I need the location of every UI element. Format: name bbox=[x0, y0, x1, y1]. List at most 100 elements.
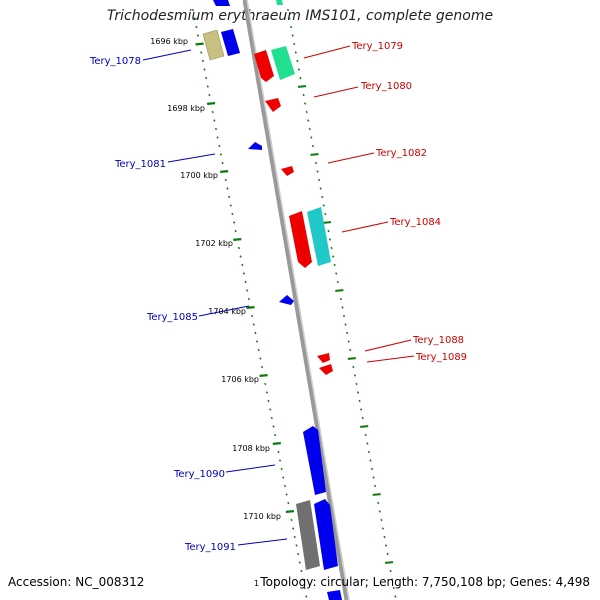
minor-tick bbox=[322, 204, 325, 207]
gene-arrow-red[interactable] bbox=[265, 98, 281, 112]
gene-arrow-blue[interactable] bbox=[279, 295, 294, 305]
minor-tick bbox=[298, 561, 301, 564]
tick-label: 1706 kbp bbox=[221, 375, 259, 384]
minor-tick bbox=[214, 127, 218, 131]
gene-label-tery-1080[interactable]: Tery_1080 bbox=[360, 81, 412, 92]
minor-tick bbox=[364, 433, 367, 437]
minor-tick bbox=[308, 127, 311, 131]
minor-tick bbox=[317, 178, 321, 182]
gene-label-tery-1088[interactable]: Tery_1088 bbox=[412, 335, 464, 346]
minor-tick bbox=[260, 365, 264, 369]
gene-arrow-green[interactable] bbox=[271, 46, 295, 80]
minor-tick bbox=[224, 178, 227, 182]
minor-tick bbox=[229, 204, 232, 207]
minor-tick bbox=[211, 110, 214, 114]
minor-tick bbox=[335, 272, 338, 275]
minor-tick bbox=[246, 289, 249, 292]
gene-label-tery-1084[interactable]: Tery_1084 bbox=[389, 217, 441, 228]
minor-tick bbox=[226, 187, 229, 190]
gene-label-tery-1085[interactable]: Tery_1085 bbox=[146, 312, 198, 323]
gene-arrow-red[interactable] bbox=[281, 166, 294, 176]
minor-tick bbox=[291, 34, 294, 37]
gene-arrow-red[interactable] bbox=[289, 211, 312, 268]
minor-tick bbox=[347, 340, 350, 343]
major-tick bbox=[272, 442, 281, 445]
gene-arrow-blue[interactable] bbox=[327, 590, 342, 600]
minor-tick bbox=[310, 136, 313, 139]
gene-arrow-red[interactable] bbox=[254, 50, 274, 82]
minor-tick bbox=[195, 25, 198, 29]
minor-tick bbox=[237, 246, 241, 250]
minor-tick bbox=[272, 425, 275, 428]
major-tick bbox=[372, 493, 381, 496]
minor-tick bbox=[297, 68, 301, 71]
minor-tick bbox=[316, 170, 319, 173]
minor-tick bbox=[288, 17, 291, 20]
minor-tick bbox=[285, 493, 288, 496]
gene-arrow-gray[interactable] bbox=[296, 500, 320, 570]
gene-arrow-green[interactable] bbox=[276, 0, 283, 5]
minor-tick bbox=[321, 195, 324, 199]
gene-label-tery-1079[interactable]: Tery_1079 bbox=[351, 41, 403, 52]
gene-arrow-olive[interactable] bbox=[202, 29, 225, 61]
gene-arrow-blue[interactable] bbox=[303, 426, 326, 495]
minor-tick bbox=[331, 255, 335, 258]
minor-tick bbox=[319, 187, 322, 190]
minor-tick bbox=[227, 195, 231, 199]
gene-label-tery-1089[interactable]: Tery_1089 bbox=[415, 352, 467, 363]
minor-tick bbox=[378, 510, 381, 513]
minor-tick bbox=[299, 76, 302, 80]
minor-tick bbox=[247, 297, 250, 301]
minor-tick bbox=[282, 476, 285, 479]
gene-label-tery-1082[interactable]: Tery_1082 bbox=[375, 148, 427, 159]
tick-label: 1710 kbp bbox=[243, 512, 281, 521]
minor-tick bbox=[257, 348, 260, 352]
gene-arrow-blue[interactable] bbox=[221, 29, 240, 56]
gene-label-tery-1090[interactable]: Tery_1090 bbox=[173, 469, 225, 480]
minor-tick bbox=[381, 527, 385, 530]
gene-arrow-blue[interactable] bbox=[314, 499, 338, 570]
minor-tick bbox=[231, 212, 234, 216]
gene-arrow-blue[interactable] bbox=[213, 0, 230, 6]
gene-arrow-blue[interactable] bbox=[248, 142, 262, 150]
minor-tick bbox=[361, 416, 364, 420]
minor-tick bbox=[232, 221, 236, 224]
gene-arrow-red[interactable] bbox=[317, 353, 330, 363]
gene-arrow-red[interactable] bbox=[319, 364, 333, 375]
major-tick bbox=[220, 170, 229, 173]
tick-label: 1702 kbp bbox=[195, 239, 233, 248]
minor-tick bbox=[307, 119, 310, 122]
minor-tick bbox=[294, 51, 297, 54]
minor-tick bbox=[305, 110, 308, 114]
minor-tick bbox=[218, 144, 221, 148]
leader-line bbox=[364, 339, 412, 352]
minor-tick bbox=[200, 51, 203, 54]
position-marker-label: 1 bbox=[254, 579, 259, 588]
tick-label: 1704 kbp bbox=[208, 307, 246, 316]
minor-tick bbox=[292, 527, 295, 530]
gene-label-tery-1078[interactable]: Tery_1078 bbox=[89, 56, 141, 67]
major-tick bbox=[335, 289, 344, 292]
minor-tick bbox=[366, 442, 369, 445]
minor-tick bbox=[206, 85, 209, 88]
minor-tick bbox=[295, 544, 298, 547]
gene-arrow-teal[interactable] bbox=[307, 207, 331, 266]
right-dotted-track bbox=[286, 8, 397, 598]
major-tick bbox=[385, 561, 394, 564]
minor-tick bbox=[372, 476, 375, 479]
minor-tick bbox=[286, 8, 290, 12]
minor-tick bbox=[394, 595, 397, 598]
gene-label-tery-1091[interactable]: Tery_1091 bbox=[184, 542, 236, 553]
minor-tick bbox=[267, 399, 270, 403]
minor-tick bbox=[270, 416, 273, 420]
gene-label-tery-1081[interactable]: Tery_1081 bbox=[114, 159, 166, 170]
minor-tick bbox=[342, 314, 346, 318]
minor-tick bbox=[302, 93, 305, 97]
leader-line bbox=[341, 221, 389, 233]
minor-tick bbox=[355, 382, 358, 386]
minor-tick bbox=[352, 365, 355, 369]
minor-tick bbox=[333, 263, 336, 267]
minor-tick bbox=[336, 280, 339, 284]
leader-line bbox=[237, 538, 288, 546]
